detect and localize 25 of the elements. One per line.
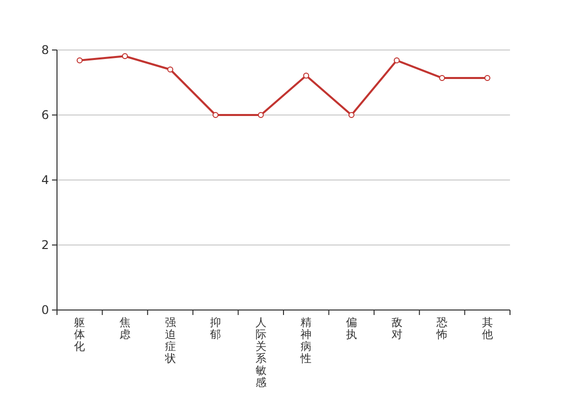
point bbox=[484, 74, 490, 81]
point bbox=[212, 112, 219, 118]
x-tick-label: 焦虑 bbox=[119, 316, 130, 341]
point bbox=[258, 112, 264, 118]
y-tick-label: 4 bbox=[41, 173, 49, 187]
x-tick-label: 其他 bbox=[482, 316, 493, 341]
point bbox=[76, 57, 83, 64]
point bbox=[122, 53, 128, 60]
y-tick-label: 0 bbox=[41, 303, 49, 317]
point bbox=[394, 57, 400, 64]
point bbox=[303, 72, 310, 79]
x-tick-label: 恐怖 bbox=[436, 316, 448, 341]
x-tick-label: 偏执 bbox=[346, 316, 357, 341]
point bbox=[348, 112, 354, 118]
point bbox=[439, 74, 446, 81]
x-tick-label: 抑郁 bbox=[210, 316, 222, 341]
x-tick-label: 人际关系敏感 bbox=[255, 316, 266, 389]
x-tick-label: 敌对 bbox=[391, 316, 402, 341]
x-tick-label: 躯体化 bbox=[74, 316, 86, 353]
x-tick-label: 精神病性 bbox=[300, 316, 312, 365]
y-tick-label: 8 bbox=[41, 43, 49, 57]
y-tick-label: 6 bbox=[41, 108, 49, 122]
y-tick-label: 2 bbox=[41, 238, 49, 252]
point bbox=[167, 66, 174, 72]
x-tick-label: 强迫症状 bbox=[164, 316, 176, 365]
